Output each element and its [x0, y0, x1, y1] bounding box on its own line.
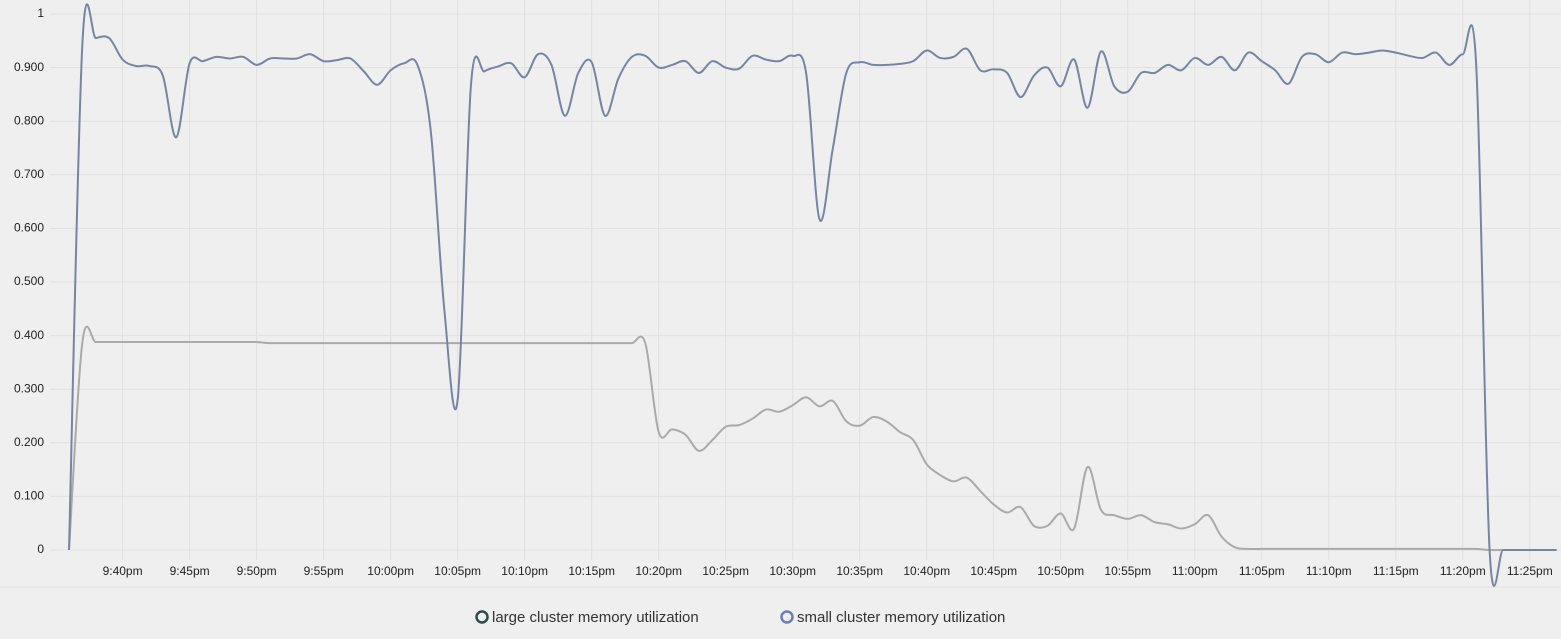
series-line — [68, 3, 1557, 587]
x-tick-label: 10:45pm — [970, 564, 1017, 578]
x-tick-label: 10:15pm — [568, 564, 615, 578]
x-tick-label: 10:05pm — [434, 564, 481, 578]
y-tick-label: 0.900 — [14, 60, 44, 74]
legend-marker — [475, 610, 489, 624]
y-tick-label: 0.100 — [14, 489, 44, 503]
x-tick-label: 10:00pm — [367, 564, 414, 578]
x-tick-label: 10:10pm — [501, 564, 548, 578]
legend-marker — [780, 610, 794, 624]
x-tick-label: 11:25pm — [1507, 564, 1553, 578]
y-tick-label: 0.600 — [14, 221, 44, 235]
x-tick-label: 11:05pm — [1239, 564, 1285, 578]
x-tick-label: 10:40pm — [903, 564, 950, 578]
x-tick-label: 11:15pm — [1373, 564, 1419, 578]
legend-label: large cluster memory utilization — [492, 609, 699, 626]
x-tick-label: 11:10pm — [1306, 564, 1352, 578]
x-tick-label: 11:00pm — [1172, 564, 1218, 578]
x-tick-label: 10:25pm — [702, 564, 749, 578]
x-tick-label: 9:55pm — [304, 564, 344, 578]
x-tick-label: 10:35pm — [836, 564, 883, 578]
legend-label: small cluster memory utilization — [797, 609, 1005, 626]
x-tick-label: 10:55pm — [1104, 564, 1151, 578]
y-tick-label: 0.800 — [14, 113, 44, 127]
x-tick-label: 11:20pm — [1440, 564, 1486, 578]
x-tick-label: 10:30pm — [769, 564, 816, 578]
y-tick-label: 1 — [37, 6, 44, 20]
y-tick-label: 0 — [37, 542, 44, 556]
series-line — [68, 325, 1557, 552]
x-tick-label: 10:50pm — [1037, 564, 1084, 578]
legend: large cluster memory utilization small cl… — [475, 609, 1005, 626]
x-tick-label: 10:20pm — [635, 564, 682, 578]
x-tick-label: 9:50pm — [237, 564, 277, 578]
y-tick-label: 0.400 — [14, 328, 44, 342]
x-tick-label: 9:45pm — [170, 564, 210, 578]
y-tick-label: 0.500 — [14, 274, 44, 288]
y-tick-label: 0.200 — [14, 435, 44, 449]
y-tick-label: 0.700 — [14, 167, 44, 181]
x-tick-label: 9:40pm — [103, 564, 143, 578]
y-tick-label: 0.300 — [14, 381, 44, 395]
